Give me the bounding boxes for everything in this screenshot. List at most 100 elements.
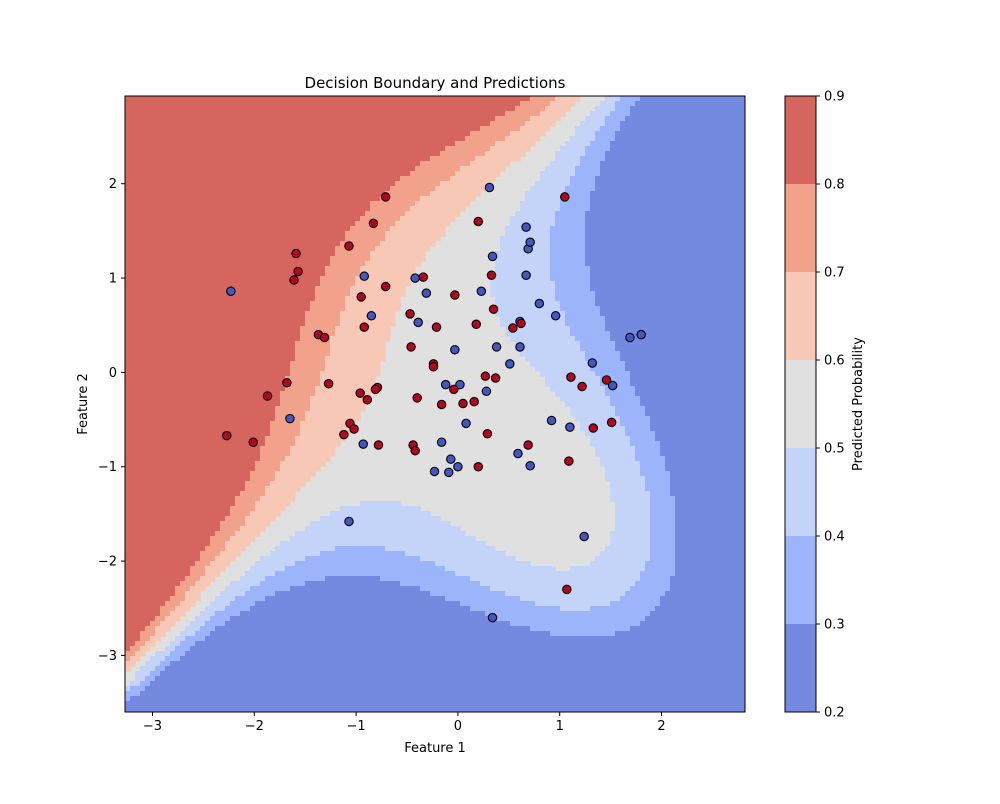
contour-cell (145, 256, 151, 262)
contour-cell (215, 336, 221, 342)
contour-cell (140, 436, 146, 442)
contour-cell (180, 341, 186, 347)
contour-cell (285, 456, 291, 462)
contour-cell (205, 691, 211, 697)
contour-cell (165, 516, 171, 522)
contour-cell (215, 561, 221, 567)
contour-cell (310, 356, 316, 362)
contour-cell (165, 566, 171, 572)
contour-cell (310, 626, 316, 632)
contour-cell (130, 501, 136, 507)
contour-cell (220, 636, 226, 642)
contour-cell (330, 366, 336, 372)
contour-cell (185, 536, 191, 542)
contour-cell (170, 476, 176, 482)
contour-cell (160, 201, 166, 207)
contour-cell (125, 226, 131, 232)
contour-cell (270, 491, 276, 497)
contour-cell (280, 366, 286, 372)
contour-cell (295, 96, 301, 102)
contour-cell (195, 571, 201, 577)
contour-cell (220, 221, 226, 227)
contour-cell (215, 141, 221, 147)
contour-cell (285, 196, 291, 202)
contour-cell (315, 696, 321, 702)
contour-cell (270, 446, 276, 452)
contour-cell (280, 271, 286, 277)
contour-cell (135, 251, 141, 257)
contour-cell (170, 681, 176, 687)
contour-cell (250, 111, 256, 117)
contour-cell (275, 471, 281, 477)
contour-cell (220, 196, 226, 202)
contour-cell (315, 341, 321, 347)
contour-cell (150, 201, 156, 207)
contour-cell (200, 181, 206, 187)
contour-cell (300, 151, 306, 157)
contour-cell (245, 461, 251, 467)
contour-cell (305, 456, 311, 462)
contour-cell (295, 476, 301, 482)
contour-cell (140, 576, 146, 582)
contour-cell (300, 666, 306, 672)
contour-cell (205, 666, 211, 672)
contour-cell (320, 256, 326, 262)
contour-cell (175, 186, 181, 192)
contour-cell (200, 706, 206, 712)
contour-cell (175, 666, 181, 672)
contour-cell (300, 96, 306, 102)
contour-cell (150, 636, 156, 642)
contour-cell (235, 501, 241, 507)
contour-cell (275, 391, 281, 397)
contour-cell (215, 546, 221, 552)
contour-cell (170, 686, 176, 692)
contour-cell (250, 306, 256, 312)
contour-cell (235, 446, 241, 452)
contour-cell (270, 116, 276, 122)
contour-cell (125, 391, 131, 397)
contour-cell (125, 291, 131, 297)
contour-cell (225, 661, 231, 667)
contour-cell (265, 181, 271, 187)
contour-cell (205, 566, 211, 572)
contour-cell (305, 451, 311, 457)
contour-cell (135, 411, 141, 417)
contour-cell (180, 391, 186, 397)
contour-cell (150, 126, 156, 132)
contour-cell (140, 331, 146, 337)
contour-cell (150, 246, 156, 252)
contour-cell (280, 501, 286, 507)
contour-cell (190, 646, 196, 652)
contour-cell (210, 661, 216, 667)
contour-cell (225, 481, 231, 487)
contour-cell (230, 281, 236, 287)
contour-cell (330, 656, 336, 662)
contour-cell (235, 371, 241, 377)
contour-cell (155, 551, 161, 557)
contour-cell (225, 541, 231, 547)
contour-cell (275, 176, 281, 182)
contour-cell (210, 651, 216, 657)
contour-cell (130, 306, 136, 312)
contour-cell (320, 186, 326, 192)
contour-cell (270, 676, 276, 682)
contour-cell (190, 641, 196, 647)
contour-cell (210, 516, 216, 522)
contour-cell (330, 171, 336, 177)
contour-cell (195, 301, 201, 307)
contour-cell (205, 436, 211, 442)
contour-cell (140, 571, 146, 577)
contour-cell (150, 101, 156, 107)
contour-cell (180, 651, 186, 657)
contour-cell (295, 216, 301, 222)
contour-cell (170, 656, 176, 662)
contour-cell (155, 336, 161, 342)
contour-cell (155, 246, 161, 252)
contour-cell (180, 336, 186, 342)
contour-cell (205, 681, 211, 687)
contour-cell (130, 126, 136, 132)
contour-cell (235, 216, 241, 222)
contour-cell (240, 546, 246, 552)
contour-cell (235, 416, 241, 422)
contour-cell (125, 106, 131, 112)
